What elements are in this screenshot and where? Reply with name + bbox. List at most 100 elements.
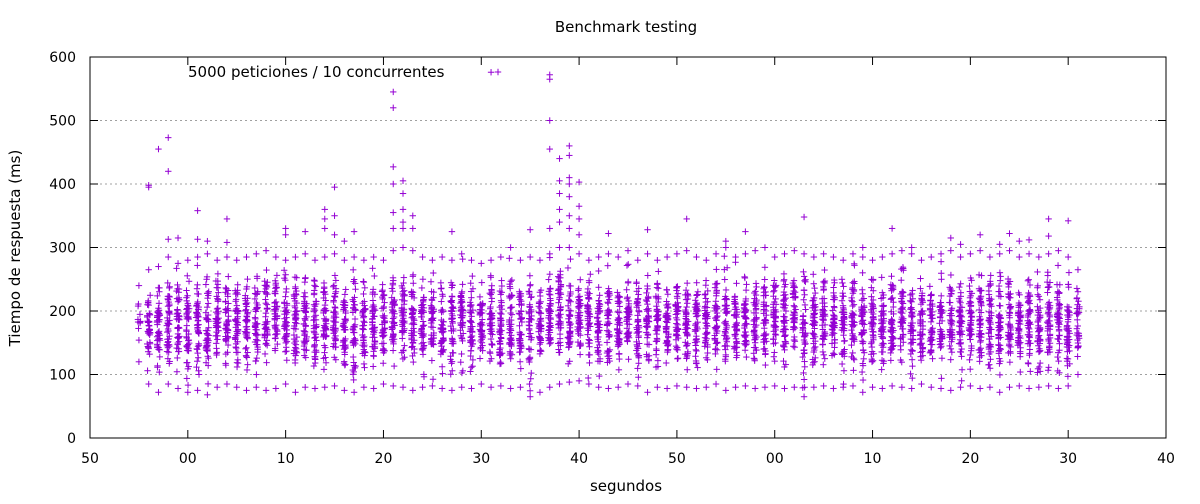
y-tick-label: 500 (49, 114, 76, 130)
data-point (380, 380, 387, 388)
data-point (381, 319, 388, 326)
data-point (310, 362, 318, 370)
data-point (350, 323, 358, 330)
data-point (154, 342, 161, 350)
data-point (253, 250, 260, 258)
data-point (183, 333, 190, 341)
data-point (379, 288, 386, 295)
data-point (292, 325, 300, 333)
data-point (164, 314, 171, 322)
data-point (261, 350, 269, 358)
data-point (233, 349, 240, 356)
data-point (310, 308, 318, 315)
data-point (164, 279, 171, 287)
data-point (331, 382, 338, 390)
data-point (370, 305, 378, 313)
data-point (214, 316, 221, 324)
data-point (311, 257, 319, 264)
data-point (165, 380, 172, 388)
data-point (361, 284, 368, 292)
data-point (361, 319, 368, 326)
data-point (310, 317, 317, 324)
data-point (144, 367, 151, 374)
data-point (261, 332, 269, 340)
data-point (243, 317, 251, 324)
data-point (225, 273, 232, 280)
data-point (313, 323, 320, 330)
legend-label: 5000 peticiones / 10 concurrentes (188, 63, 445, 81)
data-point (194, 236, 201, 243)
data-point (311, 287, 318, 294)
data-point (282, 380, 289, 388)
data-point (273, 312, 281, 320)
data-point (351, 315, 359, 323)
data-point (184, 359, 191, 366)
data-point (164, 328, 171, 336)
data-point (388, 285, 396, 292)
data-point (232, 324, 239, 331)
data-point (381, 324, 388, 332)
data-point (332, 325, 339, 332)
data-point (342, 344, 349, 352)
data-point (253, 291, 260, 298)
data-point (282, 348, 289, 355)
data-point (164, 295, 171, 303)
x-tick-label: 30 (1059, 451, 1077, 467)
data-point (293, 274, 300, 281)
data-point (165, 236, 172, 243)
data-point (224, 341, 232, 349)
data-point (262, 282, 270, 290)
data-point (282, 225, 289, 232)
data-point (282, 271, 289, 278)
data-point (165, 327, 172, 335)
data-point (302, 309, 309, 316)
data-point (332, 288, 340, 295)
data-point (214, 284, 222, 292)
data-point (273, 284, 280, 291)
data-point (253, 354, 260, 362)
data-point (214, 332, 221, 340)
data-point (349, 339, 357, 347)
data-point (331, 250, 338, 258)
data-point (146, 340, 154, 347)
data-point (261, 321, 268, 328)
data-point (232, 332, 240, 339)
data-point (341, 318, 349, 326)
data-point (359, 307, 367, 315)
data-point (184, 381, 192, 389)
data-point (282, 293, 289, 300)
data-point (194, 387, 201, 394)
data-point (321, 349, 328, 356)
data-point (331, 183, 338, 191)
data-point (272, 298, 280, 306)
data-point (135, 325, 142, 332)
y-tick-label: 300 (49, 241, 76, 257)
data-point (281, 274, 288, 282)
data-point (350, 266, 357, 274)
data-point (360, 257, 368, 264)
data-point (251, 290, 259, 297)
data-point (243, 344, 250, 351)
data-point (340, 320, 347, 327)
data-point (214, 297, 222, 305)
data-point (340, 297, 348, 305)
data-point (330, 282, 338, 289)
data-point (292, 253, 299, 261)
data-point (174, 335, 182, 342)
data-point (244, 361, 251, 368)
data-point (213, 384, 221, 391)
data-point (301, 303, 308, 310)
data-point (203, 273, 211, 281)
data-point (233, 384, 240, 391)
data-point (184, 314, 192, 322)
data-point (194, 321, 201, 328)
data-point (183, 322, 191, 329)
data-point (262, 247, 270, 254)
data-point (252, 306, 259, 313)
data-point (351, 335, 358, 342)
data-point (360, 333, 368, 341)
data-point (174, 310, 182, 317)
data-point (234, 307, 242, 314)
data-point (320, 288, 327, 296)
